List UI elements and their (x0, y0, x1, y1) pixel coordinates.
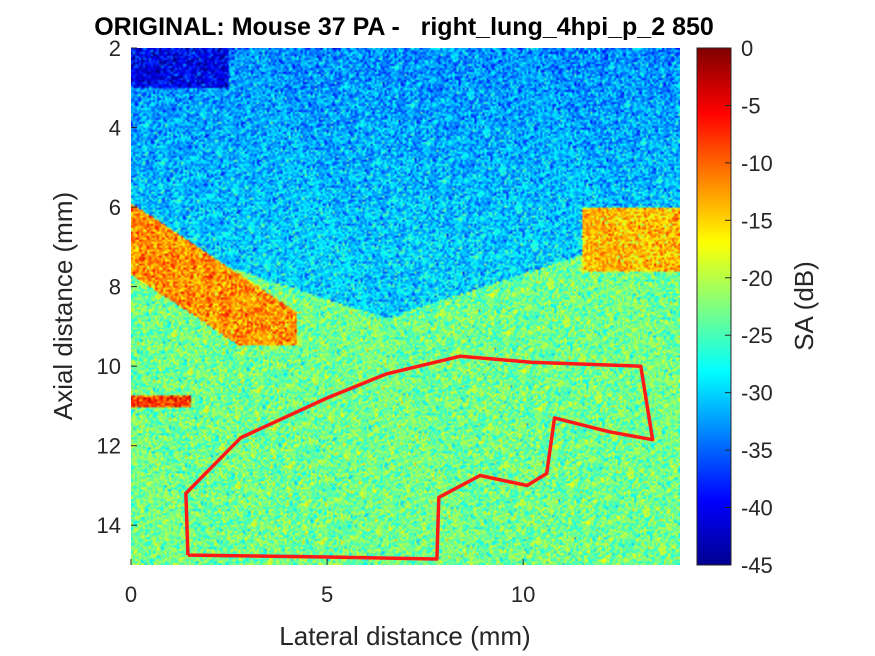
y-axis-label: Axial distance (mm) (48, 192, 78, 420)
colorbar: 0 -5 -10 -15 -20 -25 -30 -35 -40 -45 SA (dB) (696, 36, 819, 578)
colorbar-tick-label: -25 (741, 323, 773, 348)
colorbar-label: SA (dB) (789, 261, 819, 351)
x-tick-label: 0 (125, 582, 137, 607)
colorbar-tick-label: 0 (741, 36, 753, 61)
plot-area (131, 48, 680, 565)
colorbar-tick-label: -10 (741, 151, 773, 176)
colorbar-tick-label: -20 (741, 266, 773, 291)
y-axis: 2 4 6 8 10 12 14 (97, 36, 137, 538)
y-tick-label: 14 (97, 513, 121, 538)
colorbar-tick-label: -5 (741, 93, 761, 118)
y-tick-label: 2 (109, 36, 121, 61)
y-tick-label: 12 (97, 434, 121, 459)
y-tick-label: 10 (97, 354, 121, 379)
colorbar-tick-label: -30 (741, 381, 773, 406)
colorbar-tick-label: -40 (741, 496, 773, 521)
x-tick-label: 10 (511, 582, 535, 607)
colorbar-ticks: 0 -5 -10 -15 -20 -25 -30 -35 -40 -45 (725, 36, 773, 578)
y-tick-label: 4 (109, 116, 121, 141)
heatmap-image (131, 48, 680, 565)
colorbar-tick-label: -35 (741, 438, 773, 463)
y-tick-label: 6 (109, 195, 121, 220)
colorbar-gradient (696, 47, 732, 566)
x-axis: 0 5 10 (125, 559, 535, 607)
colorbar-tick-label: -45 (741, 553, 773, 578)
colorbar-tick-label: -15 (741, 208, 773, 233)
y-tick-label: 8 (109, 275, 121, 300)
x-tick-label: 5 (321, 582, 333, 607)
roi-outline (184, 354, 655, 561)
x-axis-label: Lateral distance (mm) (279, 621, 530, 651)
chart-title: ORIGINAL: Mouse 37 PA - right_lung_4hpi_… (94, 13, 714, 41)
